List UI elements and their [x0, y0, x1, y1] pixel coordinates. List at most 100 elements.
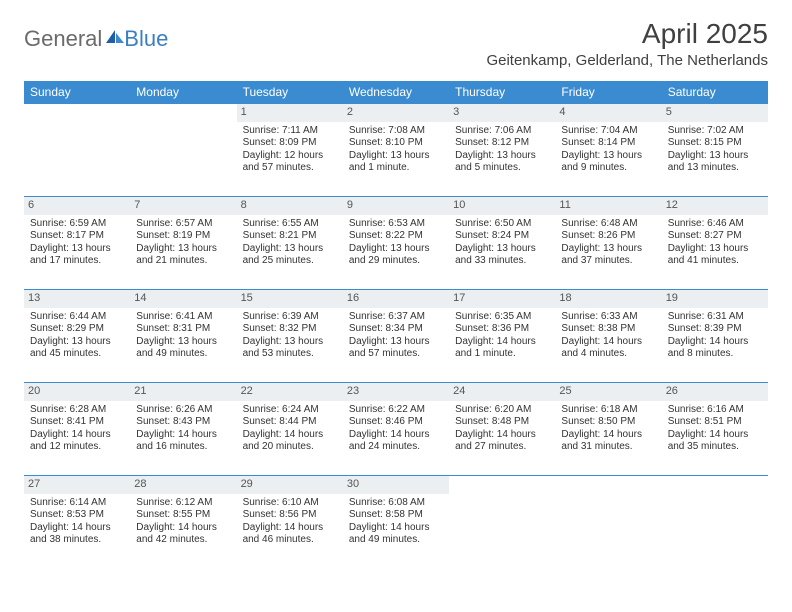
dow-wednesday: Wednesday [343, 81, 449, 104]
week-row: 13Sunrise: 6:44 AMSunset: 8:29 PMDayligh… [24, 290, 768, 383]
day-number: 28 [130, 476, 236, 494]
daylight-text: Daylight: 14 hours and 20 minutes. [243, 429, 337, 454]
logo-text-general: General [24, 26, 102, 52]
daylight-text: Daylight: 13 hours and 13 minutes. [668, 150, 762, 175]
daylight-text: Daylight: 13 hours and 17 minutes. [30, 243, 124, 268]
day-number: 7 [130, 197, 236, 215]
sunset-text: Sunset: 8:31 PM [136, 323, 230, 336]
day-number [555, 476, 661, 494]
day-number: 19 [662, 290, 768, 308]
day-number: 15 [237, 290, 343, 308]
day-number: 20 [24, 383, 130, 401]
location-text: Geitenkamp, Gelderland, The Netherlands [486, 52, 768, 69]
daylight-text: Daylight: 13 hours and 21 minutes. [136, 243, 230, 268]
logo-text-blue: Blue [124, 26, 168, 52]
sunset-text: Sunset: 8:27 PM [668, 230, 762, 243]
day-number [24, 104, 130, 122]
daylight-text: Daylight: 13 hours and 37 minutes. [561, 243, 655, 268]
day-cell: 4Sunrise: 7:04 AMSunset: 8:14 PMDaylight… [555, 104, 661, 197]
day-cell [24, 104, 130, 197]
dow-sunday: Sunday [24, 81, 130, 104]
sunrise-text: Sunrise: 6:10 AM [243, 497, 337, 510]
day-cell: 8Sunrise: 6:55 AMSunset: 8:21 PMDaylight… [237, 197, 343, 290]
daylight-text: Daylight: 13 hours and 29 minutes. [349, 243, 443, 268]
sunrise-text: Sunrise: 6:39 AM [243, 311, 337, 324]
day-cell: 30Sunrise: 6:08 AMSunset: 8:58 PMDayligh… [343, 476, 449, 568]
sail-icon [104, 28, 126, 46]
sunrise-text: Sunrise: 7:11 AM [243, 125, 337, 138]
daylight-text: Daylight: 14 hours and 1 minute. [455, 336, 549, 361]
day-cell: 9 Sunrise: 6:53 AMSunset: 8:22 PMDaylight… [343, 197, 449, 290]
sunrise-text: Sunrise: 6:33 AM [561, 311, 655, 324]
week-row: 6Sunrise: 6:59 AMSunset: 8:17 PMDaylight… [24, 197, 768, 290]
daylight-text: Daylight: 13 hours and 45 minutes. [30, 336, 124, 361]
day-number: 18 [555, 290, 661, 308]
daylight-text: Daylight: 14 hours and 49 minutes. [349, 522, 443, 547]
sunrise-text: Sunrise: 6:12 AM [136, 497, 230, 510]
day-cell: 23Sunrise: 6:22 AMSunset: 8:46 PMDayligh… [343, 383, 449, 476]
sunrise-text: Sunrise: 7:06 AM [455, 125, 549, 138]
sunset-text: Sunset: 8:34 PM [349, 323, 443, 336]
day-cell: 14Sunrise: 6:41 AMSunset: 8:31 PMDayligh… [130, 290, 236, 383]
daylight-text: Daylight: 13 hours and 5 minutes. [455, 150, 549, 175]
day-cell: 7Sunrise: 6:57 AMSunset: 8:19 PMDaylight… [130, 197, 236, 290]
sunrise-text: Sunrise: 6:59 AM [30, 218, 124, 231]
day-cell: 24Sunrise: 6:20 AMSunset: 8:48 PMDayligh… [449, 383, 555, 476]
calendar-body: 1Sunrise: 7:11 AMSunset: 8:09 PMDaylight… [24, 104, 768, 569]
sunrise-text: Sunrise: 6:55 AM [243, 218, 337, 231]
sunset-text: Sunset: 8:17 PM [30, 230, 124, 243]
dow-tuesday: Tuesday [237, 81, 343, 104]
day-number: 5 [662, 104, 768, 122]
day-cell: 12Sunrise: 6:46 AMSunset: 8:27 PMDayligh… [662, 197, 768, 290]
day-number [449, 476, 555, 494]
sunrise-text: Sunrise: 6:08 AM [349, 497, 443, 510]
daylight-text: Daylight: 13 hours and 49 minutes. [136, 336, 230, 361]
logo: General Blue [24, 26, 168, 52]
sunset-text: Sunset: 8:10 PM [349, 137, 443, 150]
sunset-text: Sunset: 8:44 PM [243, 416, 337, 429]
sunset-text: Sunset: 8:56 PM [243, 509, 337, 522]
sunrise-text: Sunrise: 6:16 AM [668, 404, 762, 417]
day-number: 25 [555, 383, 661, 401]
day-number: 2 [343, 104, 449, 122]
day-cell: 3Sunrise: 7:06 AMSunset: 8:12 PMDaylight… [449, 104, 555, 197]
sunset-text: Sunset: 8:22 PM [349, 230, 443, 243]
daylight-text: Daylight: 14 hours and 24 minutes. [349, 429, 443, 454]
day-number: 11 [555, 197, 661, 215]
sunrise-text: Sunrise: 6:44 AM [30, 311, 124, 324]
daylight-text: Daylight: 13 hours and 1 minute. [349, 150, 443, 175]
daylight-text: Daylight: 13 hours and 33 minutes. [455, 243, 549, 268]
sunset-text: Sunset: 8:29 PM [30, 323, 124, 336]
sunset-text: Sunset: 8:53 PM [30, 509, 124, 522]
day-cell: 6Sunrise: 6:59 AMSunset: 8:17 PMDaylight… [24, 197, 130, 290]
sunset-text: Sunset: 8:21 PM [243, 230, 337, 243]
daylight-text: Daylight: 14 hours and 31 minutes. [561, 429, 655, 454]
sunrise-text: Sunrise: 6:46 AM [668, 218, 762, 231]
day-number: 4 [555, 104, 661, 122]
day-number: 22 [237, 383, 343, 401]
day-cell: 26Sunrise: 6:16 AMSunset: 8:51 PMDayligh… [662, 383, 768, 476]
day-cell: 1Sunrise: 7:11 AMSunset: 8:09 PMDaylight… [237, 104, 343, 197]
week-row: 20Sunrise: 6:28 AMSunset: 8:41 PMDayligh… [24, 383, 768, 476]
daylight-text: Daylight: 14 hours and 8 minutes. [668, 336, 762, 361]
sunrise-text: Sunrise: 6:14 AM [30, 497, 124, 510]
sunrise-text: Sunrise: 6:53 AM [349, 218, 443, 231]
day-cell: 21Sunrise: 6:26 AMSunset: 8:43 PMDayligh… [130, 383, 236, 476]
sunset-text: Sunset: 8:15 PM [668, 137, 762, 150]
sunset-text: Sunset: 8:26 PM [561, 230, 655, 243]
day-number: 14 [130, 290, 236, 308]
day-number: 9 [343, 197, 449, 215]
sunrise-text: Sunrise: 6:20 AM [455, 404, 549, 417]
day-cell: 10Sunrise: 6:50 AMSunset: 8:24 PMDayligh… [449, 197, 555, 290]
daylight-text: Daylight: 13 hours and 9 minutes. [561, 150, 655, 175]
sunset-text: Sunset: 8:38 PM [561, 323, 655, 336]
dow-monday: Monday [130, 81, 236, 104]
sunrise-text: Sunrise: 6:50 AM [455, 218, 549, 231]
day-cell: 11Sunrise: 6:48 AMSunset: 8:26 PMDayligh… [555, 197, 661, 290]
sunset-text: Sunset: 8:24 PM [455, 230, 549, 243]
daylight-text: Daylight: 12 hours and 57 minutes. [243, 150, 337, 175]
day-cell [449, 476, 555, 568]
daylight-text: Daylight: 13 hours and 57 minutes. [349, 336, 443, 361]
month-title: April 2025 [486, 18, 768, 50]
day-cell: 29Sunrise: 6:10 AMSunset: 8:56 PMDayligh… [237, 476, 343, 568]
